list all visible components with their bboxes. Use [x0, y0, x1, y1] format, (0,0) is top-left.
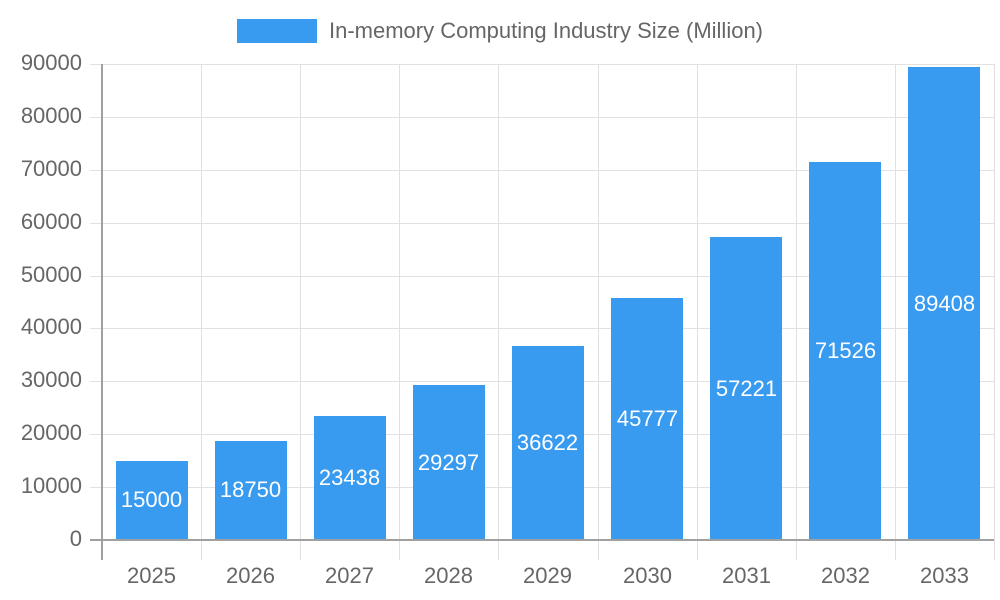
- bar-2032[interactable]: [809, 162, 881, 540]
- gridline-vertical: [895, 64, 896, 560]
- bar-2027[interactable]: [314, 416, 386, 540]
- x-tick-label: 2025: [127, 563, 176, 588]
- y-tick-label: 90000: [20, 50, 82, 75]
- x-tick-label: 2032: [821, 563, 870, 588]
- y-tick-label: 30000: [20, 367, 82, 392]
- y-tick-label: 80000: [20, 103, 82, 128]
- gridline-vertical: [201, 64, 202, 560]
- gridline-vertical: [598, 64, 599, 560]
- gridline-vertical: [399, 64, 400, 560]
- x-tick-label: 2031: [722, 563, 771, 588]
- bar-value-label: 89408: [913, 291, 976, 316]
- y-tick-label: 20000: [20, 420, 82, 445]
- gridline-horizontal: [90, 117, 994, 118]
- legend-swatch: [236, 19, 317, 43]
- x-tick-label: 2028: [424, 563, 473, 588]
- y-tick-label: 10000: [20, 473, 82, 498]
- bar-value-label: 29297: [417, 450, 480, 475]
- gridline-horizontal: [90, 328, 994, 329]
- y-tick-label: 0: [69, 526, 82, 551]
- gridline-vertical: [697, 64, 698, 560]
- bar-value-label: 57221: [715, 376, 778, 401]
- bar-value-label: 71526: [814, 338, 877, 363]
- x-tick-label: 2027: [325, 563, 374, 588]
- bar-2026[interactable]: [215, 441, 287, 540]
- bar-value-label: 15000: [120, 487, 183, 512]
- bar-value-label: 18750: [219, 477, 282, 502]
- bar-2029[interactable]: [512, 346, 584, 540]
- bar-value-label: 45777: [616, 406, 679, 431]
- gridline-horizontal: [90, 223, 994, 224]
- x-tick-label: 2033: [920, 563, 969, 588]
- gridline-vertical: [994, 64, 995, 560]
- bar-2025[interactable]: [116, 461, 188, 540]
- bar-value-label: 36622: [516, 430, 579, 455]
- bar-2031[interactable]: [710, 237, 782, 540]
- gridline-horizontal: [90, 276, 994, 277]
- legend-label: In-memory Computing Industry Size (Milli…: [328, 18, 764, 43]
- x-tick-label: 2029: [523, 563, 572, 588]
- y-axis-line: [101, 64, 103, 560]
- x-tick-label: 2026: [226, 563, 275, 588]
- bar-value-label: 23438: [318, 465, 381, 490]
- legend[interactable]: In-memory Computing Industry Size (Milli…: [0, 18, 1000, 44]
- gridline-vertical: [498, 64, 499, 560]
- x-tick-label: 2030: [623, 563, 672, 588]
- gridline-vertical: [796, 64, 797, 560]
- y-tick-label: 40000: [20, 314, 82, 339]
- gridline-vertical: [300, 64, 301, 560]
- gridline-horizontal: [90, 64, 994, 65]
- gridline-horizontal: [90, 170, 994, 171]
- x-axis-line: [90, 539, 994, 541]
- bar-2028[interactable]: [413, 385, 485, 540]
- bar-2030[interactable]: [611, 298, 683, 540]
- bar-2033[interactable]: [908, 67, 980, 540]
- y-tick-label: 70000: [20, 156, 82, 181]
- y-tick-label: 50000: [20, 262, 82, 287]
- y-tick-label: 60000: [20, 209, 82, 234]
